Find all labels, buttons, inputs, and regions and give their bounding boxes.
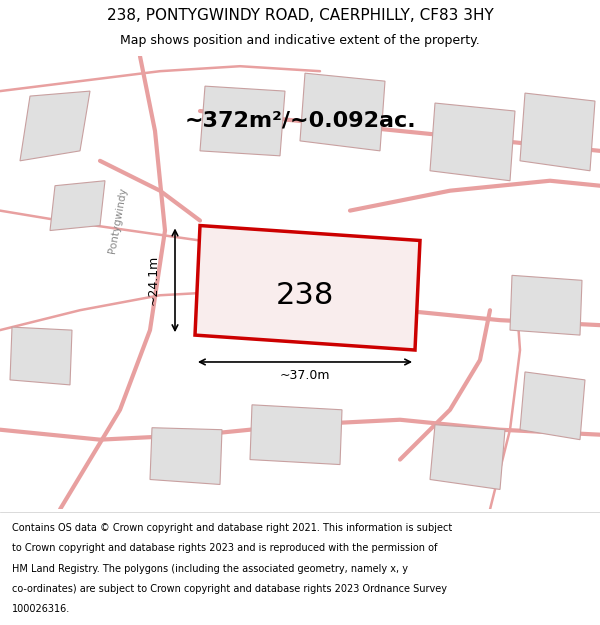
Polygon shape bbox=[50, 181, 105, 231]
Polygon shape bbox=[195, 226, 420, 350]
Polygon shape bbox=[430, 103, 515, 181]
Text: 238, PONTYGWINDY ROAD, CAERPHILLY, CF83 3HY: 238, PONTYGWINDY ROAD, CAERPHILLY, CF83 … bbox=[107, 8, 493, 23]
Polygon shape bbox=[300, 73, 385, 151]
Polygon shape bbox=[510, 276, 582, 335]
Text: Pontygwindy: Pontygwindy bbox=[107, 187, 129, 254]
Polygon shape bbox=[250, 405, 342, 464]
Text: ~372m²/~0.092ac.: ~372m²/~0.092ac. bbox=[184, 111, 416, 131]
Polygon shape bbox=[200, 86, 285, 156]
Polygon shape bbox=[520, 372, 585, 439]
Text: HM Land Registry. The polygons (including the associated geometry, namely x, y: HM Land Registry. The polygons (includin… bbox=[12, 564, 408, 574]
Polygon shape bbox=[150, 428, 222, 484]
Polygon shape bbox=[10, 327, 72, 385]
Text: ~24.1m: ~24.1m bbox=[146, 255, 160, 306]
Text: co-ordinates) are subject to Crown copyright and database rights 2023 Ordnance S: co-ordinates) are subject to Crown copyr… bbox=[12, 584, 447, 594]
Text: ~37.0m: ~37.0m bbox=[280, 369, 330, 382]
Text: to Crown copyright and database rights 2023 and is reproduced with the permissio: to Crown copyright and database rights 2… bbox=[12, 544, 437, 554]
Text: 238: 238 bbox=[276, 281, 334, 310]
Polygon shape bbox=[430, 425, 505, 489]
Text: 100026316.: 100026316. bbox=[12, 604, 70, 614]
Text: Map shows position and indicative extent of the property.: Map shows position and indicative extent… bbox=[120, 34, 480, 47]
Text: Contains OS data © Crown copyright and database right 2021. This information is : Contains OS data © Crown copyright and d… bbox=[12, 523, 452, 533]
Polygon shape bbox=[520, 93, 595, 171]
Polygon shape bbox=[20, 91, 90, 161]
